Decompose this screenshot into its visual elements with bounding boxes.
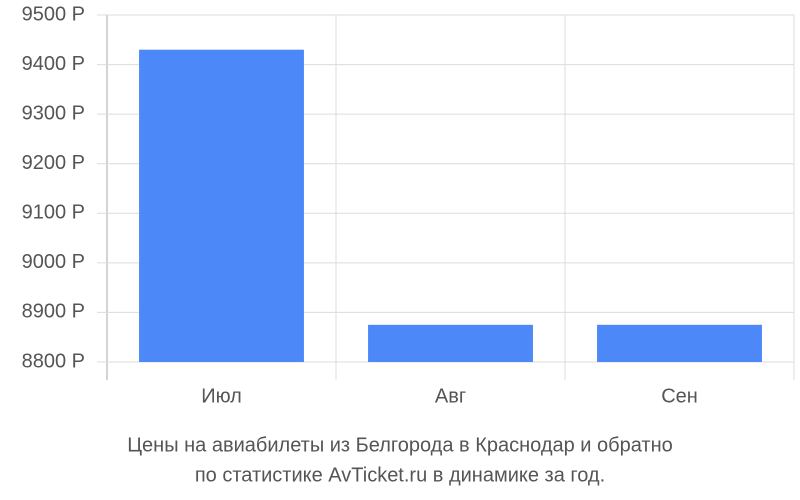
y-tick-label: 8900 Р <box>22 301 85 323</box>
caption-line: по статистике AvTicket.ru в динамике за … <box>195 464 605 486</box>
y-tick-label: 8800 Р <box>22 350 85 372</box>
y-tick-label: 9100 Р <box>22 202 85 224</box>
y-tick-label: 9300 Р <box>22 102 85 124</box>
bar <box>368 324 533 362</box>
bar <box>597 324 762 362</box>
x-tick-label: Сен <box>661 385 698 407</box>
y-tick-label: 9400 Р <box>22 53 85 75</box>
bar <box>139 49 304 362</box>
y-tick-label: 9500 Р <box>22 3 85 25</box>
y-tick-label: 9200 Р <box>22 152 85 174</box>
x-tick-label: Июл <box>201 385 242 407</box>
x-tick-label: Авг <box>435 385 466 407</box>
y-tick-label: 9000 Р <box>22 251 85 273</box>
caption-line: Цены на авиабилеты из Белгорода в Красно… <box>127 434 673 456</box>
